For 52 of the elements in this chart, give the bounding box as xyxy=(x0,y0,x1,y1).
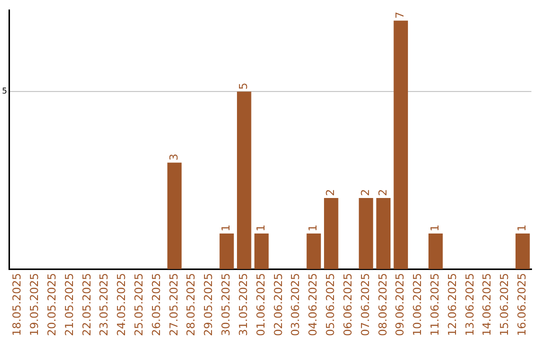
data-label: 1 xyxy=(254,224,268,232)
x-tick-label: 29.05.2025 xyxy=(202,273,216,336)
data-label: 1 xyxy=(220,224,233,232)
x-tick-label: 30.05.2025 xyxy=(220,273,233,336)
bar xyxy=(376,198,391,270)
x-tick-label: 05.06.2025 xyxy=(324,273,338,336)
data-label: 2 xyxy=(324,189,338,196)
bar xyxy=(394,20,408,270)
bar xyxy=(236,92,252,270)
bar xyxy=(167,162,182,270)
x-tick-label: 20.05.2025 xyxy=(45,273,58,336)
x-tick-label: 07.06.2025 xyxy=(358,273,372,336)
x-tick-label: 10.06.2025 xyxy=(411,273,424,336)
bar xyxy=(220,234,234,270)
bar xyxy=(306,234,321,270)
data-label: 2 xyxy=(376,189,390,196)
data-label: 3 xyxy=(167,154,180,161)
data-label: 1 xyxy=(516,224,529,232)
bar xyxy=(358,198,374,270)
x-tick-label: 28.05.2025 xyxy=(184,273,198,336)
x-tick-label: 01.06.2025 xyxy=(254,273,268,336)
data-label: 5 xyxy=(236,82,250,90)
x-tick-label: 27.05.2025 xyxy=(167,273,180,336)
x-tick-label: 23.05.2025 xyxy=(98,273,111,336)
bar xyxy=(254,234,269,270)
data-label: 1 xyxy=(306,224,320,232)
data-label: 2 xyxy=(358,189,372,196)
bar xyxy=(428,234,443,270)
x-tick-label: 11.06.2025 xyxy=(428,273,442,336)
bar xyxy=(516,234,530,270)
x-tick-label: 14.06.2025 xyxy=(480,273,494,336)
x-tick-label: 06.06.2025 xyxy=(341,273,354,336)
x-tick-label: 24.05.2025 xyxy=(115,273,128,336)
x-tick-label: 08.06.2025 xyxy=(376,273,390,336)
data-label: 7 xyxy=(394,12,407,19)
x-tick-label: 12.06.2025 xyxy=(446,273,459,336)
x-tick-label: 31.05.2025 xyxy=(236,273,250,336)
x-tick-label: 25.05.2025 xyxy=(132,273,146,336)
data-label: 1 xyxy=(428,224,442,232)
x-tick-label: 22.05.2025 xyxy=(80,273,94,336)
x-tick-label: 19.05.2025 xyxy=(28,273,42,336)
x-tick-label: 21.05.2025 xyxy=(62,273,76,336)
bar xyxy=(324,198,338,270)
x-tick-label: 18.05.2025 xyxy=(10,273,24,336)
x-tick-label: 15.06.2025 xyxy=(498,273,512,336)
x-tick-label: 02.06.2025 xyxy=(272,273,285,336)
x-tick-label: 26.05.2025 xyxy=(150,273,163,336)
x-tick-label: 13.06.2025 xyxy=(463,273,476,336)
x-tick-label: 16.06.2025 xyxy=(516,273,529,336)
x-tick-label: 03.06.2025 xyxy=(289,273,302,336)
x-tick-label: 04.06.2025 xyxy=(306,273,320,336)
x-tick-label: 09.06.2025 xyxy=(394,273,407,336)
